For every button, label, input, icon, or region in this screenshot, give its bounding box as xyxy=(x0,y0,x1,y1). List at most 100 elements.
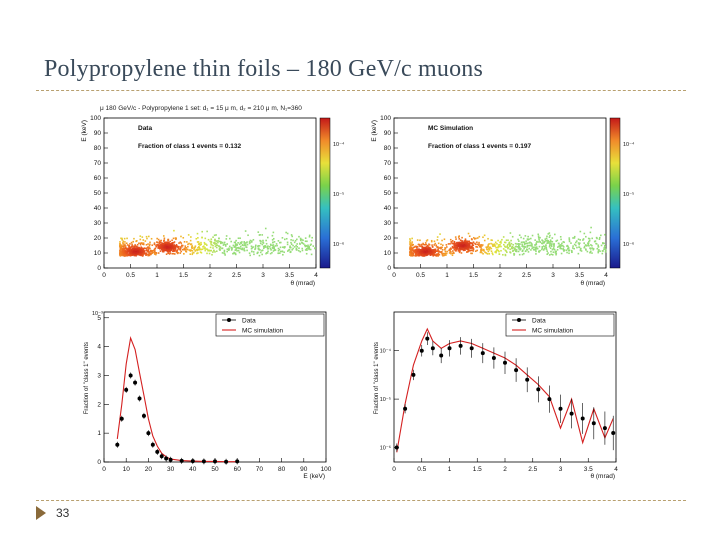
heatmap-point xyxy=(465,243,467,245)
heatmap-point xyxy=(506,251,508,254)
heatmap-point xyxy=(599,250,601,253)
heatmap-point xyxy=(464,239,467,241)
heatmap-point xyxy=(197,248,200,251)
heatmap-point xyxy=(481,245,483,247)
heatmap-point xyxy=(263,246,266,248)
heatmap-point xyxy=(172,252,175,255)
x-tick-label: 2 xyxy=(498,272,502,279)
heatmap-point xyxy=(197,252,199,254)
heatmap-point xyxy=(241,248,244,251)
heatmap-point xyxy=(411,237,413,240)
heatmap-point xyxy=(293,246,296,248)
x-tick-label: 3.5 xyxy=(285,272,294,279)
heatmap-point xyxy=(511,235,514,238)
heatmap-point xyxy=(494,245,497,247)
heatmap-point xyxy=(263,247,265,250)
y-tick-label: 2 xyxy=(97,401,101,408)
heatmap-point xyxy=(151,244,154,247)
heatmap-point xyxy=(542,249,545,251)
heatmap-point xyxy=(413,250,416,252)
heatmap-point xyxy=(179,249,182,251)
y-tick-label: 20 xyxy=(384,235,392,242)
heatmap-point xyxy=(452,242,454,245)
heatmap-point xyxy=(291,235,294,238)
heatmap-point xyxy=(504,249,507,252)
heatmap-point xyxy=(473,238,476,240)
x-tick-label: 3 xyxy=(261,272,265,279)
x-tick-label: 70 xyxy=(256,466,264,473)
heatmap-point xyxy=(218,237,220,240)
heatmap-point xyxy=(491,239,493,242)
heatmap-point xyxy=(139,252,141,255)
heatmap-point xyxy=(164,246,167,249)
heatmap-point xyxy=(310,243,312,246)
heatmap-point xyxy=(567,247,570,249)
heatmap-point xyxy=(149,247,151,250)
heatmap-point xyxy=(427,249,430,251)
heatmap-point xyxy=(425,243,427,246)
heatmap-point xyxy=(271,234,274,237)
heatmap-point xyxy=(553,242,555,245)
heatmap-point xyxy=(485,248,488,250)
heatmap-point xyxy=(589,231,592,234)
heatmap-point xyxy=(205,248,207,250)
heatmap-point xyxy=(505,239,508,242)
heatmap-point xyxy=(261,249,263,252)
heatmap-point xyxy=(460,252,463,254)
heatmap-point xyxy=(563,249,565,251)
heatmap-point xyxy=(232,244,235,247)
heatmap-point xyxy=(536,247,539,250)
heatmap-point xyxy=(509,232,512,234)
heatmap-point xyxy=(290,243,293,246)
page-number: 33 xyxy=(56,506,70,520)
heatmap-point xyxy=(535,242,538,245)
heatmap-point xyxy=(566,244,569,247)
heatmap-point xyxy=(497,246,499,249)
heatmap-point xyxy=(549,239,552,241)
heatmap-point xyxy=(467,232,470,235)
heatmap-point xyxy=(171,242,173,244)
heatmap-point xyxy=(304,249,307,251)
heatmap-point xyxy=(147,247,150,250)
heatmap-point xyxy=(243,242,246,244)
heatmap-point xyxy=(173,245,176,248)
heatmap-point xyxy=(194,249,196,252)
data-point xyxy=(164,456,169,461)
heatmap-point xyxy=(143,247,146,250)
data-point xyxy=(190,459,195,464)
heatmap-point xyxy=(471,252,473,255)
heatmap-point xyxy=(515,250,518,253)
heatmap-point xyxy=(558,244,561,247)
heatmap-point xyxy=(142,239,145,241)
heatmap-point xyxy=(231,248,233,250)
heatmap-point xyxy=(445,254,447,256)
heatmap-point xyxy=(199,244,201,246)
heatmap-point xyxy=(189,239,192,242)
heatmap-point xyxy=(439,233,441,235)
heatmap-point xyxy=(283,251,285,254)
heatmap-point xyxy=(462,249,465,252)
heatmap-point xyxy=(454,249,457,252)
heatmap-point xyxy=(480,248,483,251)
heatmap-point xyxy=(461,243,464,246)
heatmap-point xyxy=(265,252,268,254)
heatmap-point xyxy=(138,247,141,250)
heatmap-point xyxy=(526,242,529,245)
heatmap-point xyxy=(418,244,421,246)
heatmap-point xyxy=(557,242,560,245)
heatmap-point xyxy=(530,242,533,244)
heatmap-point xyxy=(284,246,286,248)
heatmap-point xyxy=(603,242,605,245)
heatmap-point xyxy=(279,252,281,254)
heatmap-point xyxy=(449,243,451,245)
heatmap-point xyxy=(207,238,210,241)
heatmap-point xyxy=(583,242,585,244)
heatmap-point xyxy=(425,248,428,250)
heatmap-point xyxy=(254,245,257,248)
heatmap-point xyxy=(545,246,547,249)
heatmap-point xyxy=(597,245,600,248)
y-tick-label: 40 xyxy=(384,205,392,212)
heatmap-point xyxy=(249,241,251,244)
heatmap-point xyxy=(545,237,548,240)
heatmap-point xyxy=(420,243,423,246)
